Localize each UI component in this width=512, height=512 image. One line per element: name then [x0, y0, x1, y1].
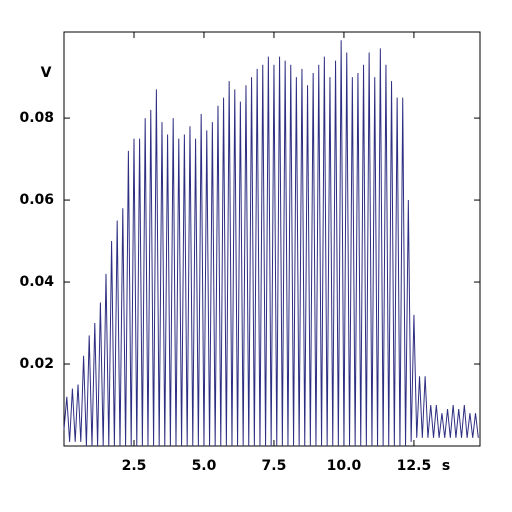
- signal-line: [63, 40, 479, 447]
- y-tick-label: 0.06: [19, 192, 54, 208]
- y-tick-label: 0.08: [19, 110, 54, 126]
- x-axis-unit: s: [442, 458, 450, 474]
- y-tick-label: 0.02: [19, 356, 54, 372]
- x-tick-label: 5.0: [192, 458, 217, 474]
- y-tick-label: 0.04: [19, 274, 54, 290]
- plot-frame: [63, 31, 481, 447]
- x-tick-label: 2.5: [122, 458, 147, 474]
- x-tick-label: 10.0: [327, 458, 362, 474]
- x-tick-label: 12.5: [397, 458, 432, 474]
- y-axis-unit: V: [41, 65, 52, 81]
- x-tick-label: 7.5: [262, 458, 287, 474]
